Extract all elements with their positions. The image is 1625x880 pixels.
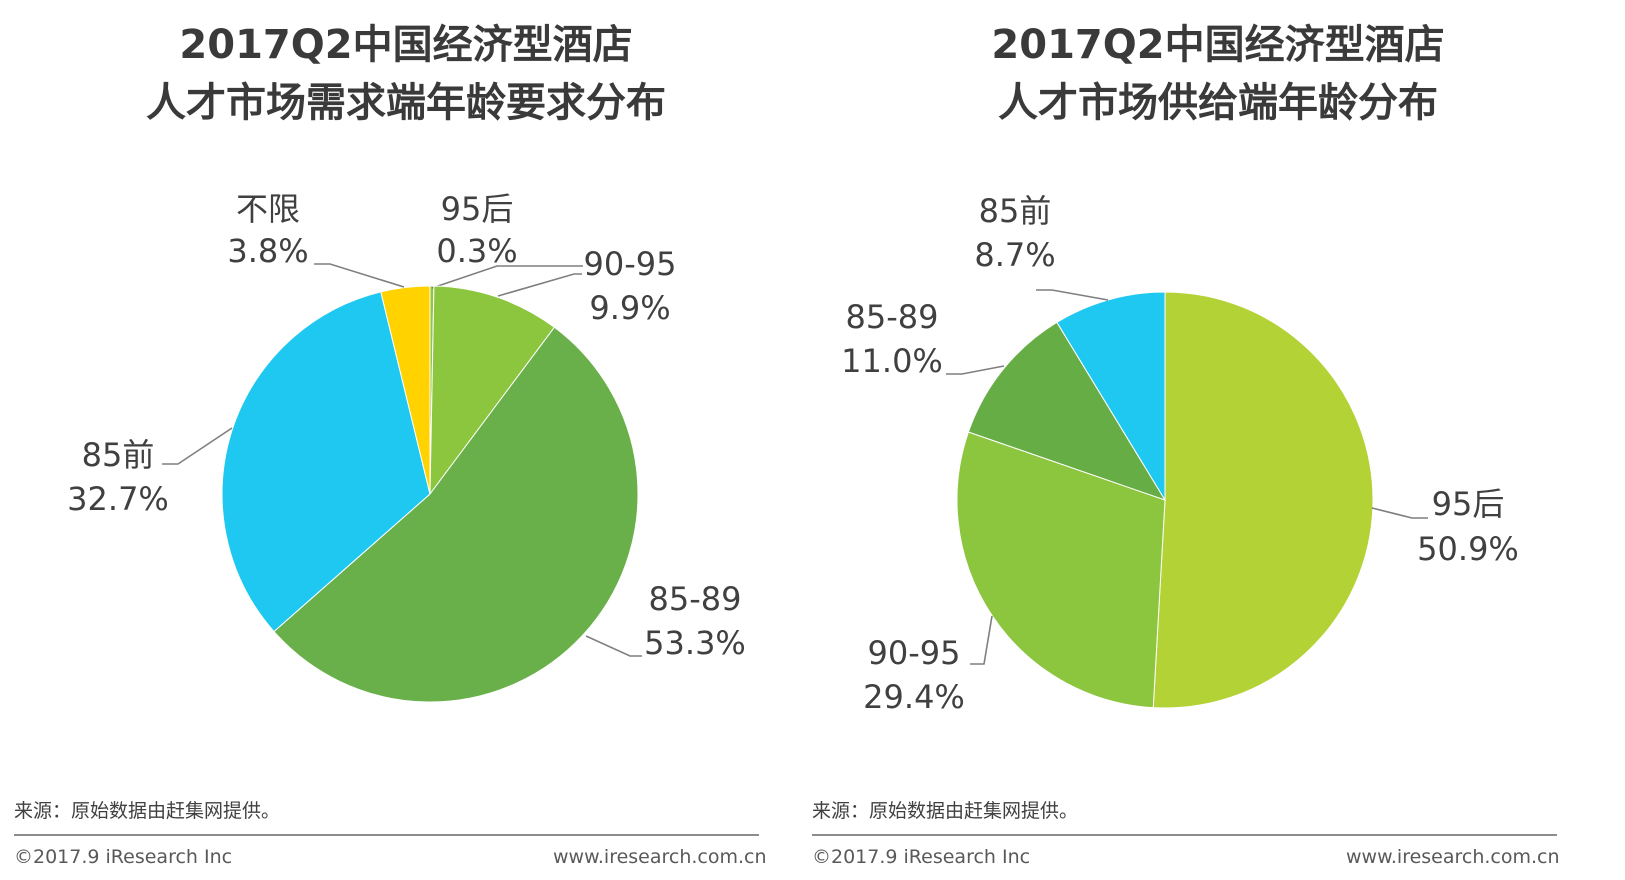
demand-label-value-post95: 0.3% [436, 232, 517, 270]
demand-chart-title: 2017Q2中国经济型酒店 人才市场需求端年龄要求分布 [0, 16, 812, 132]
supply-copyright: ©2017.9 iResearch Inc [812, 846, 1031, 868]
supply-leader-pre85 [1036, 289, 1109, 301]
demand-label-value-unlimited: 3.8% [227, 232, 308, 270]
supply-label-value-post95: 50.9% [1417, 530, 1519, 568]
demand-label-value-85-89: 53.3% [644, 624, 746, 662]
demand-slice-unlimited [380, 285, 431, 495]
demand-label-value-90-95: 9.9% [589, 289, 670, 327]
supply-label-value-90-95: 29.4% [863, 678, 965, 716]
supply-label-name-post95: 95后 [1432, 485, 1505, 523]
supply-chart-title: 2017Q2中国经济型酒店 人才市场供给端年龄分布 [812, 16, 1624, 132]
supply-label-name-pre85: 85前 [979, 192, 1052, 230]
demand-leader-pre85 [162, 427, 233, 465]
demand-pie-chart: 95后 0.3% 90-95 9.9% 85-89 53.3% 85前 32.7% 不限 3.8% [67, 190, 746, 703]
supply-chart-panel: 2017Q2中国经济型酒店 人才市场供给端年龄分布 95后 50.9% 90-95 2… [812, 0, 1624, 880]
supply-source-note: 来源：原始数据由赶集网提供。 [812, 800, 1079, 822]
supply-title-line-2: 人才市场供给端年龄分布 [998, 80, 1438, 126]
supply-footer-rule [812, 834, 1557, 836]
demand-label-name-unlimited: 不限 [236, 190, 300, 228]
supply-label-name-90-95: 90-95 [868, 634, 961, 672]
supply-website-link[interactable]: www.iresearch.com.cn [1346, 846, 1560, 868]
demand-leader-85-89 [585, 635, 642, 657]
demand-leader-90-95 [497, 273, 582, 297]
demand-slice-85-89 [273, 326, 639, 703]
demand-slice-pre85 [221, 291, 431, 633]
demand-label-name-90-95: 90-95 [584, 245, 677, 283]
supply-leader-85-89 [946, 365, 1005, 375]
supply-title-line-1: 2017Q2中国经济型酒店 [991, 22, 1445, 68]
demand-label-value-pre85: 32.7% [67, 480, 169, 518]
supply-slice-90-95 [956, 431, 1166, 709]
demand-chart-panel: 2017Q2中国经济型酒店 人才市场需求端年龄要求分布 95后 0.3% 90-95… [0, 0, 812, 880]
demand-leader-unlimited [314, 263, 405, 288]
demand-label-name-pre85: 85前 [82, 436, 155, 474]
demand-title-line-2: 人才市场需求端年龄要求分布 [146, 80, 666, 126]
supply-label-value-pre85: 8.7% [974, 236, 1055, 274]
demand-leader-post95 [431, 265, 583, 289]
demand-slice-90-95 [429, 285, 556, 496]
supply-slice-pre85 [1056, 291, 1166, 502]
demand-website-link[interactable]: www.iresearch.com.cn [553, 846, 767, 868]
demand-title-line-1: 2017Q2中国经济型酒店 [179, 22, 633, 68]
supply-leader-90-95 [970, 615, 993, 665]
demand-source-note: 来源：原始数据由赶集网提供。 [14, 800, 281, 822]
demand-footer-rule [14, 834, 759, 836]
demand-copyright: ©2017.9 iResearch Inc [14, 846, 233, 868]
demand-label-name-post95: 95后 [441, 190, 514, 228]
supply-pie-chart: 95后 50.9% 90-95 29.4% 85-89 11.0% 85前 8.7% [841, 192, 1519, 716]
supply-slice-post95 [1152, 291, 1374, 709]
supply-label-value-85-89: 11.0% [841, 342, 943, 380]
supply-leader-post95 [1371, 507, 1428, 519]
demand-label-name-85-89: 85-89 [649, 580, 742, 618]
supply-label-name-85-89: 85-89 [846, 298, 939, 336]
supply-slice-85-89 [967, 321, 1167, 501]
